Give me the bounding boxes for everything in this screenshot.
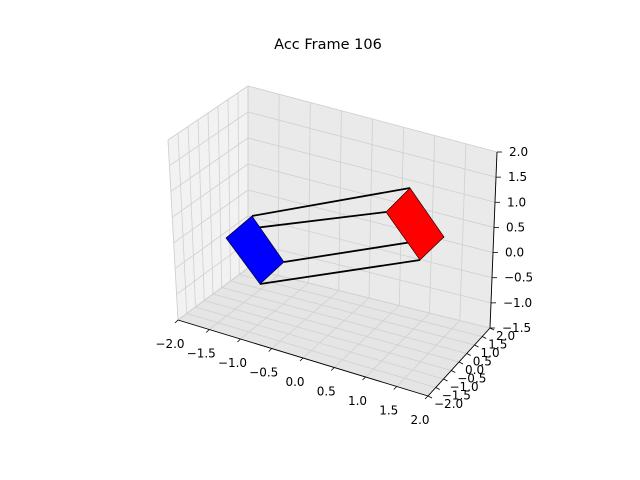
x-tick-mark: [393, 386, 398, 390]
red-box: [385, 187, 445, 261]
z-tick-label: 0.0: [505, 246, 524, 260]
x-grid-wall: [277, 94, 280, 276]
x-axis-ticks: −2.0−1.5−1.0−0.5 0.0 0.5 1.0 1.5 2.0: [155, 319, 430, 427]
x-tick-label: −1.0: [218, 356, 247, 370]
x-tick-mark: [237, 338, 241, 343]
z-axis-ticks: −1.5 −1.0 −0.5 0.0 0.5 1.0 1.5 2.0: [490, 145, 533, 335]
x-tick-mark: [362, 376, 366, 381]
z-tick-label: 1.5: [508, 170, 527, 184]
z-grid-left: [174, 215, 249, 269]
z-grid-left: [172, 163, 249, 218]
x-tick-label: 0.5: [317, 385, 336, 399]
x-tick-mark: [330, 367, 335, 371]
z-grid-left: [173, 189, 249, 244]
z-grid-back: [247, 241, 492, 304]
z-grid-back: [247, 267, 491, 329]
y-tick-mark: [451, 370, 456, 373]
x-tick-label: 1.5: [379, 404, 398, 418]
x-tick-mark: [174, 319, 179, 324]
blue-box: [225, 215, 285, 285]
y-grid-floor: [212, 293, 460, 363]
z-grid-back: [247, 215, 493, 279]
z-tick-label: 2.0: [509, 145, 528, 159]
z-axis-line: [489, 151, 498, 329]
y-axis-ticks: −2.0−1.5−1.0−0.50.00.51.01.52.0: [427, 327, 515, 411]
x-tick-mark: [424, 395, 429, 400]
z-grid-left: [170, 137, 249, 192]
x-tick-label: 0.0: [285, 375, 304, 389]
x-tick-mark: [268, 348, 273, 352]
y-tick-mark: [474, 344, 479, 348]
axes-3d: −2.0−1.5−1.0−0.50.00.51.01.52.0 −2.0−1.5…: [155, 85, 533, 427]
chart-title: Acc Frame 106: [274, 37, 382, 53]
y-grid-floor: [195, 306, 444, 380]
y-grid-wall: [167, 139, 179, 321]
z-tick-label: 1.0: [507, 195, 526, 209]
y-tick-label: 0.0: [465, 363, 484, 377]
z-grid-back: [247, 85, 498, 153]
y-grid-wall: [177, 133, 188, 314]
y-tick-mark: [466, 353, 471, 356]
y-tick-label: −0.5: [457, 372, 486, 386]
z-grid-left: [167, 85, 249, 141]
y-grid-floor: [221, 287, 467, 354]
z-tick-label: −1.0: [503, 296, 532, 310]
link-bar-bottom-front: [259, 259, 421, 285]
y-grid-wall: [207, 112, 214, 295]
x-tick-label: −0.5: [249, 366, 278, 380]
z-tick-label: −1.5: [502, 321, 531, 335]
z-tick-label: −0.5: [504, 271, 533, 285]
x-tick-mark: [205, 329, 210, 333]
y-tick-mark: [443, 378, 448, 382]
z-grid-back: [247, 111, 497, 178]
y-tick-label: 1.0: [481, 346, 500, 360]
z-grid-left: [177, 267, 249, 321]
y-tick-mark: [458, 361, 464, 365]
y-tick-label: 0.5: [473, 355, 492, 369]
y-tick-label: −2.0: [434, 397, 463, 411]
z-grid-back: [247, 189, 494, 253]
x-grid-wall: [459, 143, 467, 321]
y-tick-mark: [482, 336, 487, 339]
y-grid-floor: [204, 300, 452, 371]
y-tick-label: 2.0: [496, 329, 515, 343]
y-grid-wall: [187, 126, 196, 308]
y-grid-floor: [239, 274, 483, 337]
y-tick-label: −1.0: [450, 380, 479, 394]
link-bar-top-front: [237, 211, 387, 231]
z-tick-label: 0.5: [506, 220, 525, 234]
y-grid-wall: [197, 119, 205, 301]
x-tick-label: 2.0: [410, 413, 429, 427]
z-grid-left: [169, 111, 249, 167]
y-tick-label: −1.5: [442, 389, 471, 403]
x-grid-wall: [308, 102, 311, 284]
y-grid-wall: [217, 106, 223, 288]
link-bar-top-back: [251, 187, 411, 217]
x-tick-mark: [299, 357, 304, 362]
y-grid-wall: [227, 99, 231, 282]
y-tick-mark: [435, 387, 440, 390]
x-tick-label: −1.5: [187, 347, 216, 361]
y-grid-floor: [186, 313, 436, 388]
z-grid-back: [247, 137, 496, 203]
y-grid-floor: [230, 280, 475, 346]
y-tick-mark: [427, 395, 433, 399]
x-tick-label: 1.0: [348, 394, 367, 408]
y-tick-label: 1.5: [488, 338, 507, 352]
x-tick-label: −2.0: [155, 337, 184, 351]
